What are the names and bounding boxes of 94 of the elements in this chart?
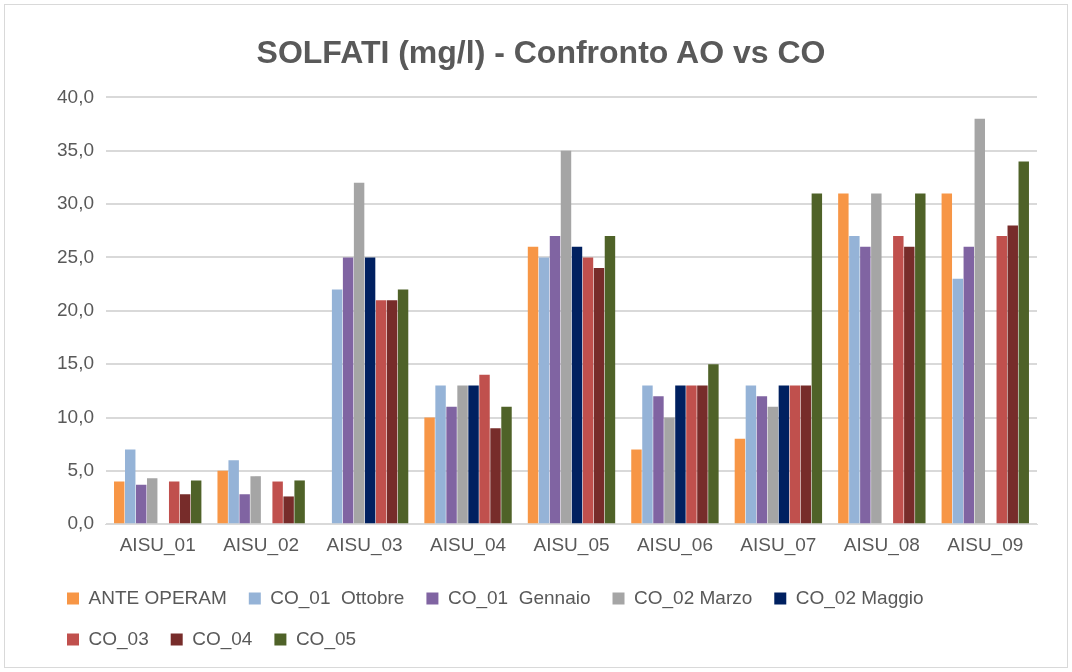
y-tick-label: 15,0 xyxy=(57,352,94,374)
bar xyxy=(767,406,779,524)
bar xyxy=(294,480,305,524)
bar xyxy=(800,385,812,524)
bar xyxy=(963,246,975,524)
bar xyxy=(582,257,594,524)
bar xyxy=(604,236,616,524)
bar xyxy=(228,460,239,524)
bar xyxy=(871,193,882,524)
legend-label: CO_03 xyxy=(88,627,149,650)
bar xyxy=(675,385,686,524)
bar xyxy=(479,374,490,524)
y-tick-label: 5,0 xyxy=(67,459,94,481)
bar xyxy=(778,385,790,524)
x-tick-label: AISU_07 xyxy=(740,533,817,556)
x-tick-label: AISU_03 xyxy=(326,533,403,556)
y-tick-label: 35,0 xyxy=(57,138,94,160)
x-tick-label: AISU_04 xyxy=(430,533,507,556)
bar xyxy=(549,236,561,524)
x-tick-label: AISU_02 xyxy=(223,533,300,556)
bar xyxy=(631,449,642,524)
y-tick-label: 40,0 xyxy=(57,85,94,107)
y-tick-label: 20,0 xyxy=(57,299,94,321)
y-tick-label: 30,0 xyxy=(57,192,94,214)
bar xyxy=(114,481,125,524)
legend-label: ANTE OPERAM xyxy=(88,586,227,608)
y-tick-label: 10,0 xyxy=(57,405,94,427)
bar xyxy=(179,494,191,524)
bar xyxy=(386,300,398,524)
bar xyxy=(168,481,180,524)
bar xyxy=(136,484,147,524)
bar xyxy=(490,428,501,524)
bar xyxy=(941,193,953,524)
x-tick-label: AISU_08 xyxy=(843,533,920,556)
x-tick-label: AISU_01 xyxy=(119,533,196,556)
bar xyxy=(446,406,457,524)
legend-label: CO_01 Gennaio xyxy=(447,586,591,609)
bar xyxy=(811,193,823,524)
bar xyxy=(952,278,964,524)
bar xyxy=(250,476,261,524)
bar xyxy=(342,257,354,524)
bar xyxy=(397,289,409,524)
bar xyxy=(915,193,926,524)
y-tick-label: 0,0 xyxy=(67,512,94,534)
x-tick-label: AISU_06 xyxy=(636,533,713,556)
bar xyxy=(217,470,228,524)
bar xyxy=(560,150,572,524)
bar xyxy=(571,246,583,524)
bar xyxy=(272,481,283,524)
bar xyxy=(708,364,719,524)
bar xyxy=(593,268,605,524)
bar xyxy=(125,449,136,524)
bar xyxy=(239,494,250,524)
bar xyxy=(974,118,985,524)
bar xyxy=(664,417,675,524)
bar xyxy=(1018,161,1029,524)
bar xyxy=(893,236,904,524)
bar xyxy=(789,385,801,524)
bar xyxy=(538,257,550,524)
bar xyxy=(653,396,664,524)
bar xyxy=(435,385,446,524)
bar xyxy=(849,236,860,524)
bar xyxy=(642,385,653,524)
x-tick-label: AISU_05 xyxy=(533,533,610,556)
bar xyxy=(996,236,1007,524)
bar xyxy=(190,480,202,524)
bar xyxy=(364,257,376,524)
bar xyxy=(457,385,468,524)
bar xyxy=(424,417,435,524)
bar xyxy=(146,478,158,524)
bar xyxy=(331,289,343,524)
legend-label: CO_02 Maggio xyxy=(795,586,924,609)
bar xyxy=(745,385,757,524)
bar xyxy=(734,438,746,524)
legend-label: CO_02 Marzo xyxy=(634,586,753,609)
bar xyxy=(904,246,915,524)
bar xyxy=(686,385,697,524)
y-tick-label: 25,0 xyxy=(57,245,94,267)
bar xyxy=(468,385,479,524)
legend-label: CO_05 xyxy=(295,627,357,650)
x-tick-label: AISU_09 xyxy=(947,533,1024,556)
bar xyxy=(697,385,708,524)
bar xyxy=(501,406,512,524)
bar xyxy=(527,246,539,524)
bar xyxy=(375,300,387,524)
chart-title: SOLFATI (mg/l) - Confronto AO vs CO xyxy=(256,34,826,71)
bar xyxy=(353,182,365,524)
bar xyxy=(838,193,849,524)
bar xyxy=(283,496,294,524)
bar xyxy=(1007,225,1018,524)
legend-label: CO_04 xyxy=(192,627,253,650)
bar xyxy=(860,246,871,524)
bar xyxy=(756,396,768,524)
legend-label: CO_01 Ottobre xyxy=(270,586,405,609)
